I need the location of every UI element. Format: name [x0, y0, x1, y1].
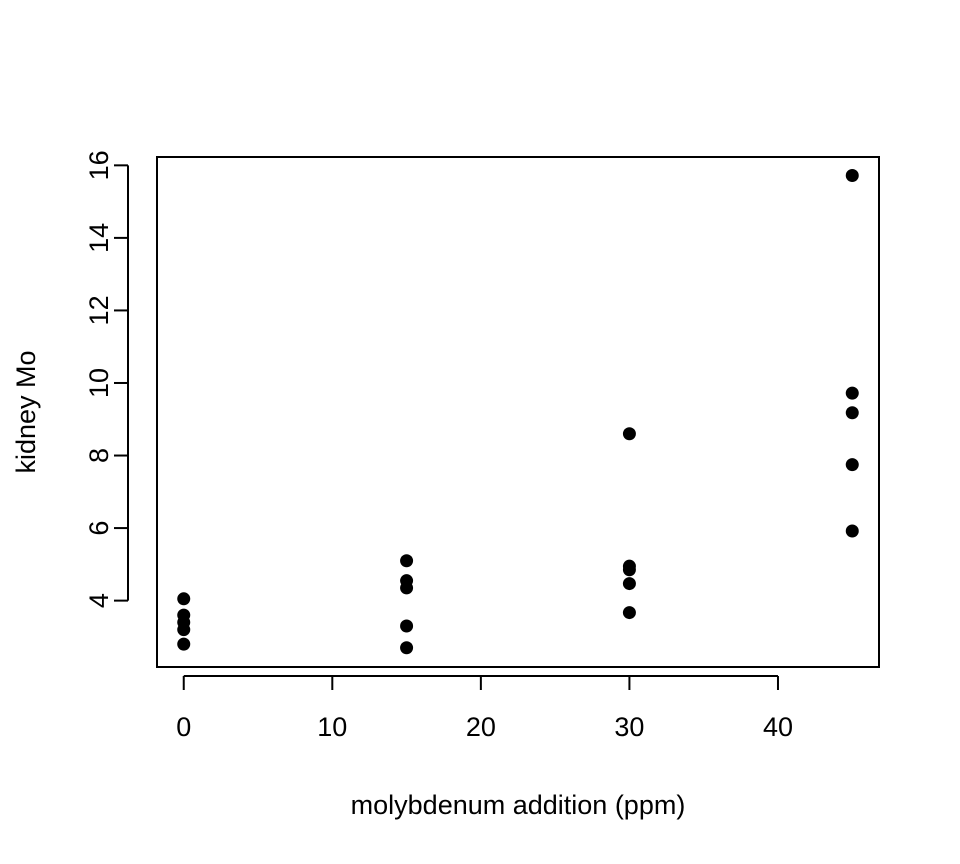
y-tick-label: 12	[84, 295, 114, 325]
data-points	[177, 168, 859, 655]
data-point	[177, 623, 191, 637]
x-tick-label: 40	[763, 712, 793, 742]
y-tick-label: 16	[84, 150, 114, 180]
x-tick-label: 20	[466, 712, 496, 742]
y-axis-label: kidney Mo	[11, 350, 41, 473]
data-point	[845, 406, 859, 420]
data-point	[622, 427, 636, 441]
data-point	[622, 606, 636, 620]
x-axis: 0 10 20 30 40	[176, 675, 793, 742]
data-point	[400, 619, 414, 633]
y-tick-label: 10	[84, 368, 114, 398]
plot-frame	[156, 156, 880, 668]
y-axis: 4 6 8 10 12 14 16	[84, 150, 129, 608]
y-tick-label: 6	[84, 521, 114, 536]
data-point	[177, 637, 191, 651]
y-tick-label: 14	[84, 223, 114, 253]
data-point	[622, 563, 636, 577]
data-point	[400, 554, 414, 568]
x-tick-label: 10	[317, 712, 347, 742]
data-point	[845, 458, 859, 472]
x-axis-label: molybdenum addition (ppm)	[351, 790, 686, 820]
data-point	[845, 524, 859, 538]
x-tick-label: 0	[176, 712, 191, 742]
y-tick-label: 4	[84, 593, 114, 608]
data-point	[400, 641, 414, 655]
data-point	[622, 577, 636, 591]
data-point	[400, 581, 414, 595]
data-point	[177, 592, 191, 606]
data-point	[845, 168, 859, 182]
y-tick-label: 8	[84, 448, 114, 463]
data-point	[845, 386, 859, 400]
x-tick-label: 30	[614, 712, 644, 742]
